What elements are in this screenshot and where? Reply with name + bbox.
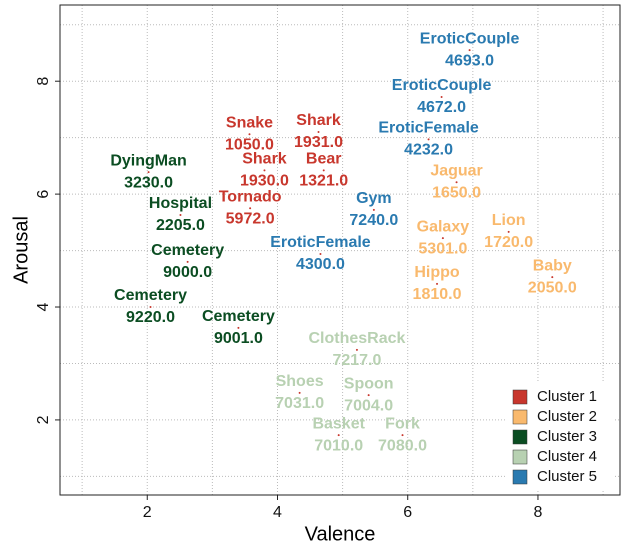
point [551,276,554,279]
legend-label: Cluster 2 [537,408,597,425]
point [427,138,430,141]
point-name: Cemetery [202,308,275,325]
point-name: Hospital [149,195,212,212]
point [237,326,240,329]
point-label: 1650.0 [432,184,481,201]
point [355,348,358,351]
point-label: 7004.0 [344,397,393,414]
legend-label: Cluster 4 [537,448,597,465]
point [147,171,150,174]
point-name: EroticFemale [270,234,371,251]
point [317,131,320,134]
point [440,96,443,99]
point-name: Baby [533,257,572,274]
point-name: EroticFemale [378,120,479,137]
point-name: Galaxy [417,218,470,235]
legend-label: Cluster 3 [537,428,597,445]
x-tick-label: 6 [403,504,412,521]
point [367,394,370,397]
x-axis-label: Valence [305,523,376,545]
legend-swatch [512,409,528,425]
point-name: Snake [226,114,273,131]
x-tick-label: 2 [143,504,152,521]
point-label: 2205.0 [156,217,205,234]
point-name: Bear [306,151,342,168]
point [319,252,322,255]
point [468,49,471,52]
point [249,207,252,210]
plot-frame [59,4,621,496]
point-name: Cemetery [114,287,187,304]
point [372,208,375,211]
point-label: 9220.0 [126,309,175,326]
point-name: Tornado [219,188,282,205]
point-label: 1050.0 [225,136,274,153]
point-name: Cemetery [151,242,224,259]
y-axis-label: Arousal [10,216,32,284]
point-label: 7240.0 [349,212,398,229]
point [337,434,340,437]
point [401,434,404,437]
point [322,169,325,172]
point-label: 4232.0 [404,142,453,159]
legend-label: Cluster 1 [537,388,597,405]
point-name: Basket [312,415,365,432]
point-label: 1931.0 [294,134,343,151]
point-name: Jaguar [430,162,482,179]
point-name: Spoon [344,375,394,392]
point [455,181,458,184]
point [263,169,266,172]
point-label: 7010.0 [314,437,363,454]
point [298,391,301,394]
point-name: Shoes [276,373,324,390]
point [186,260,189,263]
point-label: 7217.0 [332,352,381,369]
point [507,230,510,233]
x-tick-label: 8 [534,504,543,521]
point-label: 9000.0 [163,264,212,281]
point-name: Hippo [414,264,460,281]
point-label: 4693.0 [445,52,494,69]
point-name: DyingMan [110,152,186,169]
point-name: Gym [356,190,392,207]
point-label: 4672.0 [417,99,466,116]
y-tick-label: 8 [35,77,52,86]
point [149,306,152,309]
y-tick-label: 2 [35,415,52,424]
point-label: 5301.0 [418,240,467,257]
point [248,133,251,136]
x-tick-label: 4 [273,504,282,521]
point-label: 2050.0 [528,279,577,296]
legend-swatch [512,389,528,405]
point-name: EroticCouple [420,30,520,47]
y-tick-label: 6 [35,190,52,199]
point-label: 7080.0 [378,437,427,454]
legend-swatch [512,449,528,465]
point-label: 1930.0 [240,173,289,190]
point-name: ClothesRack [308,330,405,347]
point-label: 9001.0 [214,330,263,347]
legend-swatch [512,429,528,445]
point-name: Shark [296,112,341,129]
point-label: 4300.0 [296,256,345,273]
point [436,282,439,285]
point-label: 1321.0 [299,173,348,190]
legend-label: Cluster 5 [537,468,597,485]
point-label: 1720.0 [484,234,533,251]
point-label: 7031.0 [275,395,324,412]
point-name: Shark [242,151,287,168]
point [179,214,182,216]
point [441,237,444,240]
y-tick-label: 4 [35,302,52,311]
legend-swatch [512,469,528,485]
point-label: 3230.0 [124,174,173,191]
point-name: Fork [385,415,420,432]
point-label: 5972.0 [226,210,275,227]
point-name: Lion [492,212,526,229]
point-label: 1810.0 [413,286,462,303]
point-name: EroticCouple [392,77,492,94]
